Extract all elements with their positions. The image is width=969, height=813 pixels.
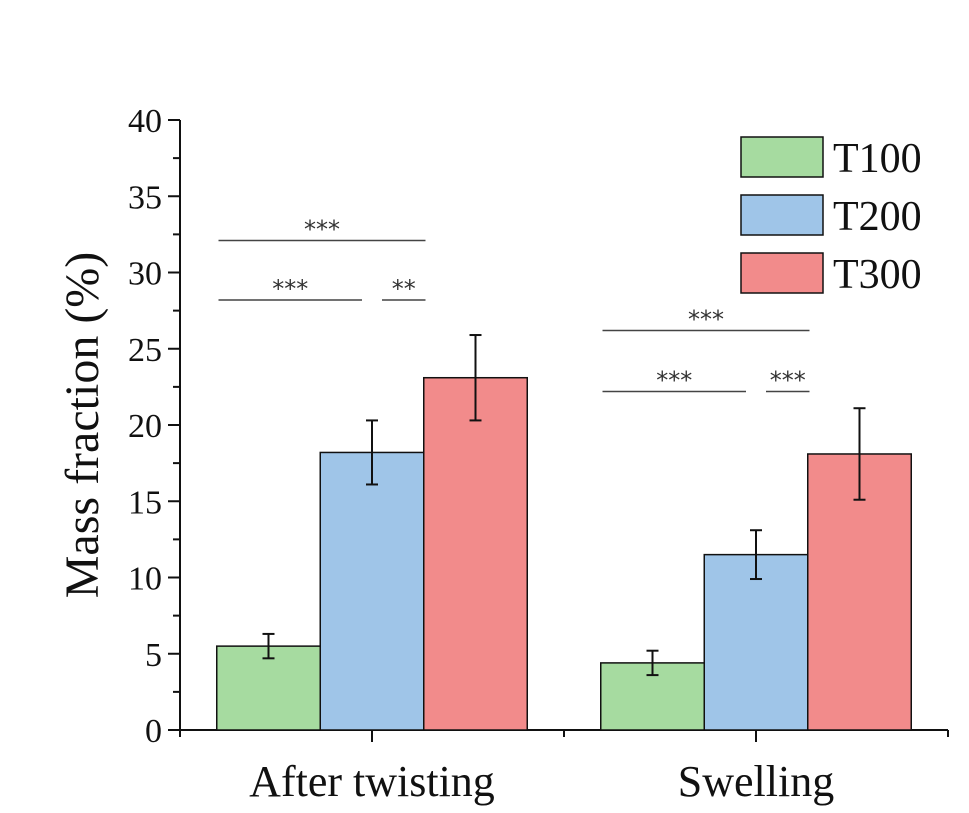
significance-markers: ****** ******** *** <box>218 215 810 394</box>
significance-label: *** <box>770 366 806 394</box>
y-tick-label: 30 <box>128 256 162 293</box>
y-axis-label: Mass fraction (%) <box>56 252 109 599</box>
y-tick-label: 25 <box>128 332 162 369</box>
y-tick-label: 15 <box>128 484 162 521</box>
legend-label: T100 <box>833 136 922 182</box>
y-axis: 0 5 10 15 20 25 30 35 40 <box>128 103 181 750</box>
y-tick-label: 5 <box>145 637 162 674</box>
y-tick-label: 0 <box>145 713 162 750</box>
bar-t200 <box>319 451 425 731</box>
significance-label: *** <box>272 275 308 303</box>
bar-t100 <box>216 645 321 731</box>
y-tick-label: 10 <box>128 561 162 598</box>
error-bars <box>262 334 866 677</box>
y-tick-label: 20 <box>128 408 162 445</box>
x-axis: After twisting Swelling <box>179 729 949 806</box>
legend-label: T300 <box>833 252 922 298</box>
significance-label: *** <box>304 215 340 243</box>
significance-label: *** <box>688 305 724 333</box>
legend-label: T200 <box>833 194 922 240</box>
legend: T100 T200 T300 <box>740 136 922 298</box>
legend-swatch-t100 <box>740 136 824 178</box>
x-tick-label: After twisting <box>249 757 495 806</box>
x-tick-label: Swelling <box>678 757 834 806</box>
y-tick-label: 40 <box>128 103 162 140</box>
bar-t300 <box>423 376 528 731</box>
y-tick-label: 35 <box>128 179 162 216</box>
legend-swatch-t300 <box>740 252 824 294</box>
bar-t200 <box>703 553 809 731</box>
significance-label: *** <box>656 366 692 394</box>
significance-label: ** <box>392 275 416 303</box>
bars <box>216 376 912 731</box>
legend-swatch-t200 <box>740 194 824 236</box>
